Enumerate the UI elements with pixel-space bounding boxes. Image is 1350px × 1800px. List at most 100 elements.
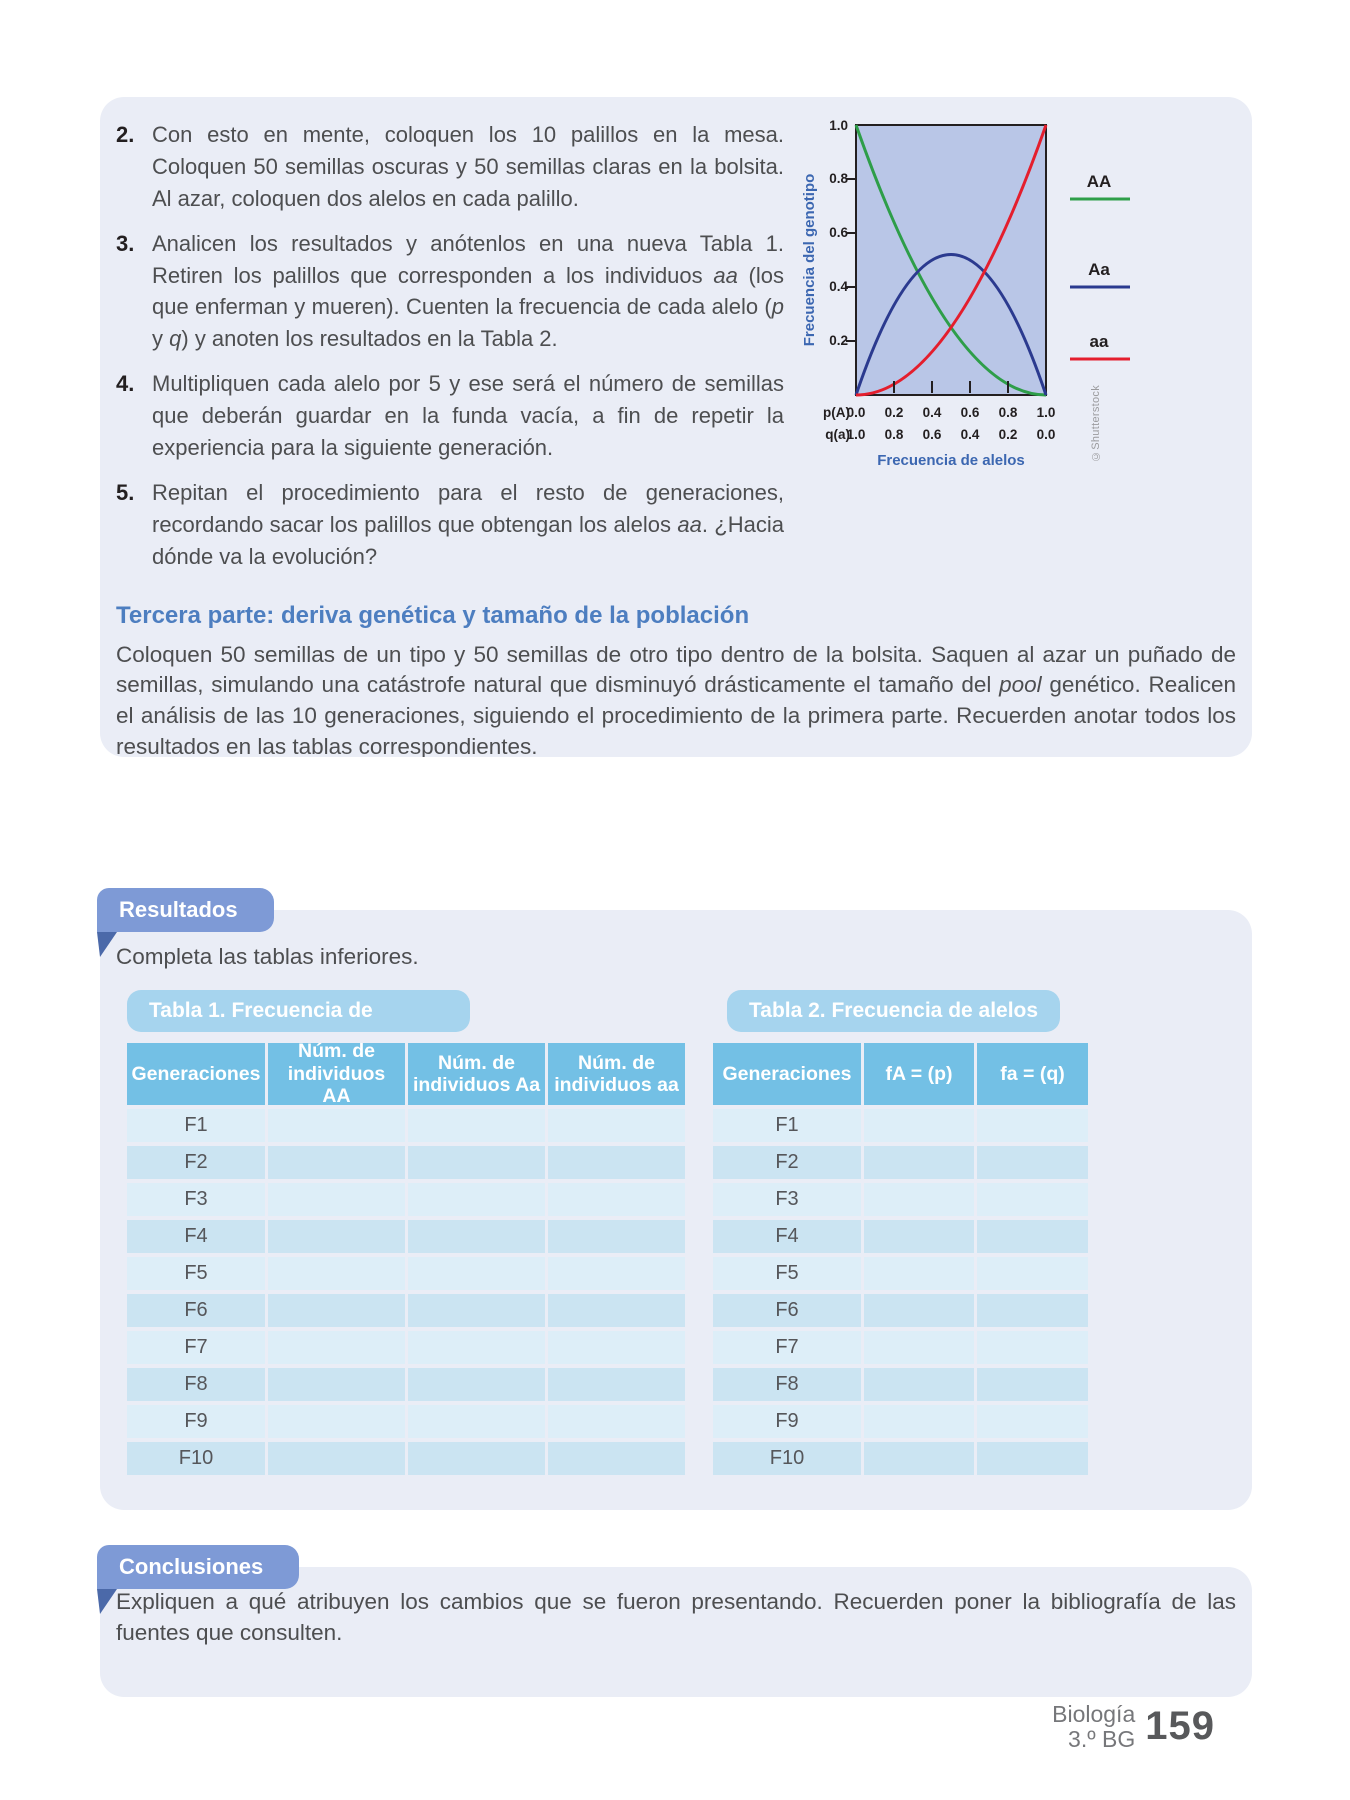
- generation-label: F5: [713, 1257, 861, 1290]
- table-row: F3: [713, 1183, 1088, 1216]
- section-title-tercera-parte: Tercera parte: deriva genética y tamaño …: [116, 601, 750, 629]
- step-item-4: 4. Multipliquen cada alelo por 5 y ese s…: [116, 368, 784, 464]
- svg-text:1.0: 1.0: [1037, 405, 1056, 420]
- empty-cell: [977, 1405, 1088, 1438]
- empty-cell: [977, 1183, 1088, 1216]
- y-tick-labels: 1.0 0.8 0.6 0.4 0.2: [829, 118, 848, 348]
- empty-cell: [864, 1257, 974, 1290]
- chart-legend: AA Aa aa: [1070, 172, 1130, 361]
- empty-cell: [548, 1405, 685, 1438]
- svg-text:p(A): p(A): [823, 405, 850, 420]
- results-intro: Completa las tablas inferiores.: [116, 944, 419, 969]
- empty-cell: [977, 1146, 1088, 1179]
- table-row: F10: [713, 1442, 1088, 1475]
- svg-text:0.8: 0.8: [829, 171, 848, 186]
- table-row: F6: [127, 1294, 685, 1327]
- legend-label-aa: aa: [1090, 332, 1109, 351]
- empty-cell: [408, 1442, 545, 1475]
- results-section: Resultados Completa las tablas inferiore…: [97, 888, 1252, 1510]
- step-number: 4.: [116, 371, 135, 397]
- generation-label: F5: [127, 1257, 265, 1290]
- svg-text:0.4: 0.4: [923, 405, 942, 420]
- empty-cell: [268, 1405, 405, 1438]
- page-number: 159: [1145, 1704, 1215, 1749]
- empty-cell: [548, 1368, 685, 1401]
- empty-cell: [268, 1442, 405, 1475]
- table-row: F10: [127, 1442, 685, 1475]
- table-row: F7: [127, 1331, 685, 1364]
- svg-text:0.0: 0.0: [847, 405, 866, 420]
- table-row: F1: [713, 1109, 1088, 1142]
- empty-cell: [548, 1220, 685, 1253]
- conclusions-section: Conclusiones Expliquen a qué atribuyen l…: [97, 1545, 1252, 1697]
- empty-cell: [268, 1368, 405, 1401]
- generation-label: F9: [713, 1405, 861, 1438]
- empty-cell: [268, 1146, 405, 1179]
- conclusions-body: Expliquen a qué atribuyen los cambios qu…: [116, 1589, 1236, 1645]
- svg-text:0.8: 0.8: [999, 405, 1018, 420]
- empty-cell: [864, 1368, 974, 1401]
- empty-cell: [548, 1331, 685, 1364]
- table-row: F3: [127, 1183, 685, 1216]
- x-axis-row-p: p(A) 0.0 0.2 0.4 0.6 0.8 1.0: [823, 405, 1055, 420]
- empty-cell: [268, 1220, 405, 1253]
- svg-text:0.6: 0.6: [923, 427, 942, 442]
- table-row: F8: [713, 1368, 1088, 1401]
- table-row: F4: [713, 1220, 1088, 1253]
- curve-aa: [855, 124, 1048, 397]
- conclusions-badge: Conclusiones: [97, 1545, 300, 1589]
- generation-label: F2: [713, 1146, 861, 1179]
- numbered-steps: 2. Con esto en mente, coloquen los 10 pa…: [116, 117, 784, 586]
- legend-label-Aa: Aa: [1088, 260, 1110, 279]
- column-header: Núm. de individuos aa: [548, 1043, 685, 1105]
- empty-cell: [408, 1220, 545, 1253]
- svg-text:0.2: 0.2: [829, 333, 848, 348]
- x-tick-marks: [893, 381, 1009, 393]
- empty-cell: [408, 1294, 545, 1327]
- image-credit: ©Shutterstock: [1090, 385, 1102, 463]
- svg-text:0.6: 0.6: [829, 225, 848, 240]
- results-badge: Resultados: [97, 888, 274, 932]
- table-1-header-row: Generaciones Núm. de individuos AA Núm. …: [127, 1040, 685, 1107]
- step-number: 5.: [116, 479, 135, 505]
- genotype-frequency-chart: 1.0 0.8 0.6 0.4 0.2 Frecuencia del genot…: [801, 118, 1130, 469]
- empty-cell: [548, 1294, 685, 1327]
- empty-cell: [864, 1442, 974, 1475]
- svg-text:0.2: 0.2: [885, 405, 904, 420]
- step-number: 2.: [116, 122, 135, 147]
- generation-label: F10: [127, 1442, 265, 1475]
- empty-cell: [408, 1146, 545, 1179]
- empty-cell: [548, 1442, 685, 1475]
- empty-cell: [268, 1257, 405, 1290]
- generation-label: F10: [713, 1442, 861, 1475]
- step-item-5: 5. Repitan el procedimiento para el rest…: [116, 477, 784, 573]
- empty-cell: [977, 1294, 1088, 1327]
- empty-cell: [977, 1331, 1088, 1364]
- y-axis-label: Frecuencia del genotipo: [801, 174, 818, 347]
- section-body-tercera-parte: Coloquen 50 semillas de un tipo y 50 sem…: [116, 641, 1236, 757]
- svg-text:0.2: 0.2: [999, 427, 1018, 442]
- column-header: Generaciones: [713, 1043, 861, 1105]
- empty-cell: [408, 1183, 545, 1216]
- empty-cell: [864, 1183, 974, 1216]
- empty-cell: [977, 1220, 1088, 1253]
- empty-cell: [548, 1257, 685, 1290]
- svg-text:q(a): q(a): [825, 427, 850, 442]
- svg-text:0.4: 0.4: [829, 279, 848, 294]
- empty-cell: [864, 1146, 974, 1179]
- empty-cell: [548, 1146, 685, 1179]
- generation-label: F9: [127, 1405, 265, 1438]
- y-tick-marks: [846, 178, 855, 342]
- generation-label: F4: [713, 1220, 861, 1253]
- svg-text:0.0: 0.0: [1037, 427, 1056, 442]
- empty-cell: [268, 1294, 405, 1327]
- svg-text:1.0: 1.0: [829, 118, 848, 133]
- generation-label: F7: [713, 1331, 861, 1364]
- empty-cell: [977, 1442, 1088, 1475]
- step-item-3: 3. Analicen los resultados y anótenlos e…: [116, 228, 784, 356]
- table-row: F2: [713, 1146, 1088, 1179]
- empty-cell: [548, 1109, 685, 1142]
- empty-cell: [977, 1109, 1088, 1142]
- generation-label: F6: [127, 1294, 265, 1327]
- table-row: F4: [127, 1220, 685, 1253]
